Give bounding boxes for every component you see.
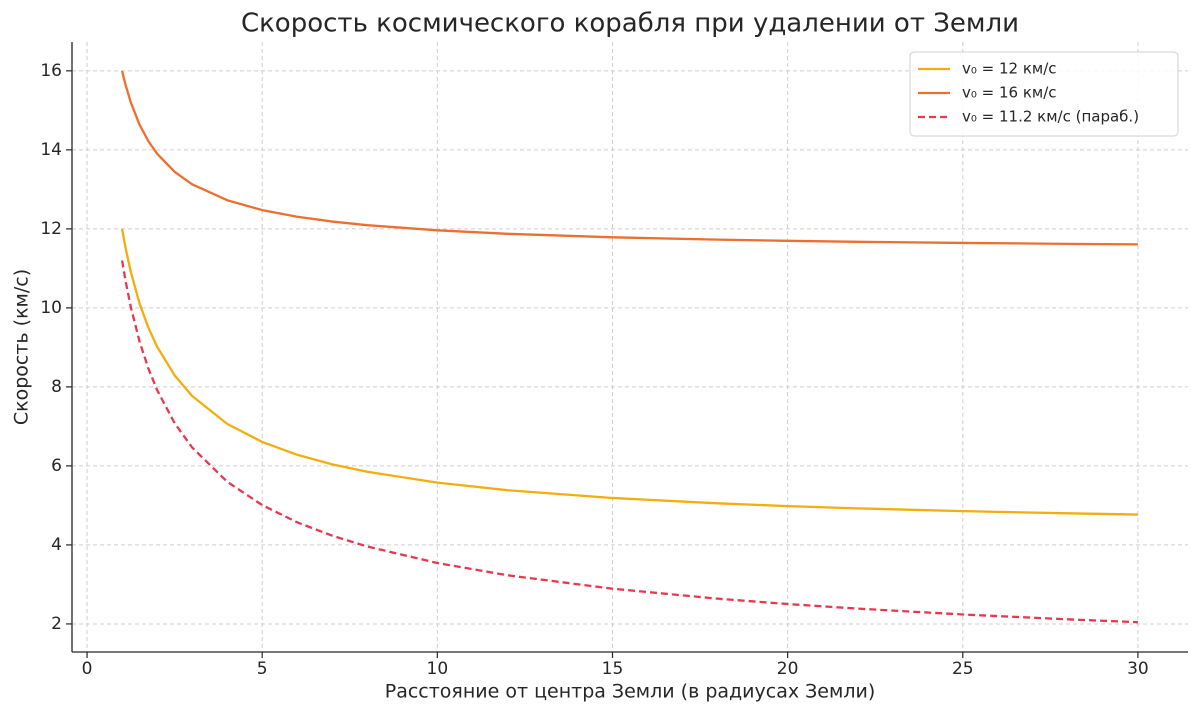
x-tick-label: 25 [952,659,974,679]
x-tick-label: 20 [777,659,799,679]
x-axis-label: Расстояние от центра Земли (в радиусах З… [385,681,876,703]
x-tick-label: 0 [82,659,93,679]
y-tick-label: 10 [40,298,62,318]
legend-label: v₀ = 12 км/с [962,60,1057,78]
line [120,70,1138,246]
y-tick-label: 12 [40,219,62,239]
line [120,260,1138,624]
legend-box [909,51,1179,137]
y-tick-label: 14 [40,140,62,160]
legend-label: v₀ = 11.2 км/с (параб.) [962,108,1139,126]
chart-title: Скорость космического корабля при удален… [241,9,1019,39]
legend: v₀ = 12 км/с v₀ = 16 км/с v₀ = 11.2 км/с (… [909,51,1179,137]
x-tick-label: 5 [257,659,268,679]
legend-label: v₀ = 16 км/с [962,84,1057,102]
y-tick-label: 4 [51,535,62,555]
line [120,228,1138,516]
x-tick-label: 10 [427,659,449,679]
y-axis-label: Скорость (км/с) [11,269,33,425]
y-tick-label: 2 [51,614,62,634]
y-tick-label: 16 [40,61,62,81]
y-tick-label: 6 [51,456,62,476]
x-tick-label: 30 [1127,659,1149,679]
y-tick-label: 8 [51,377,62,397]
x-tick-label: 15 [602,659,624,679]
